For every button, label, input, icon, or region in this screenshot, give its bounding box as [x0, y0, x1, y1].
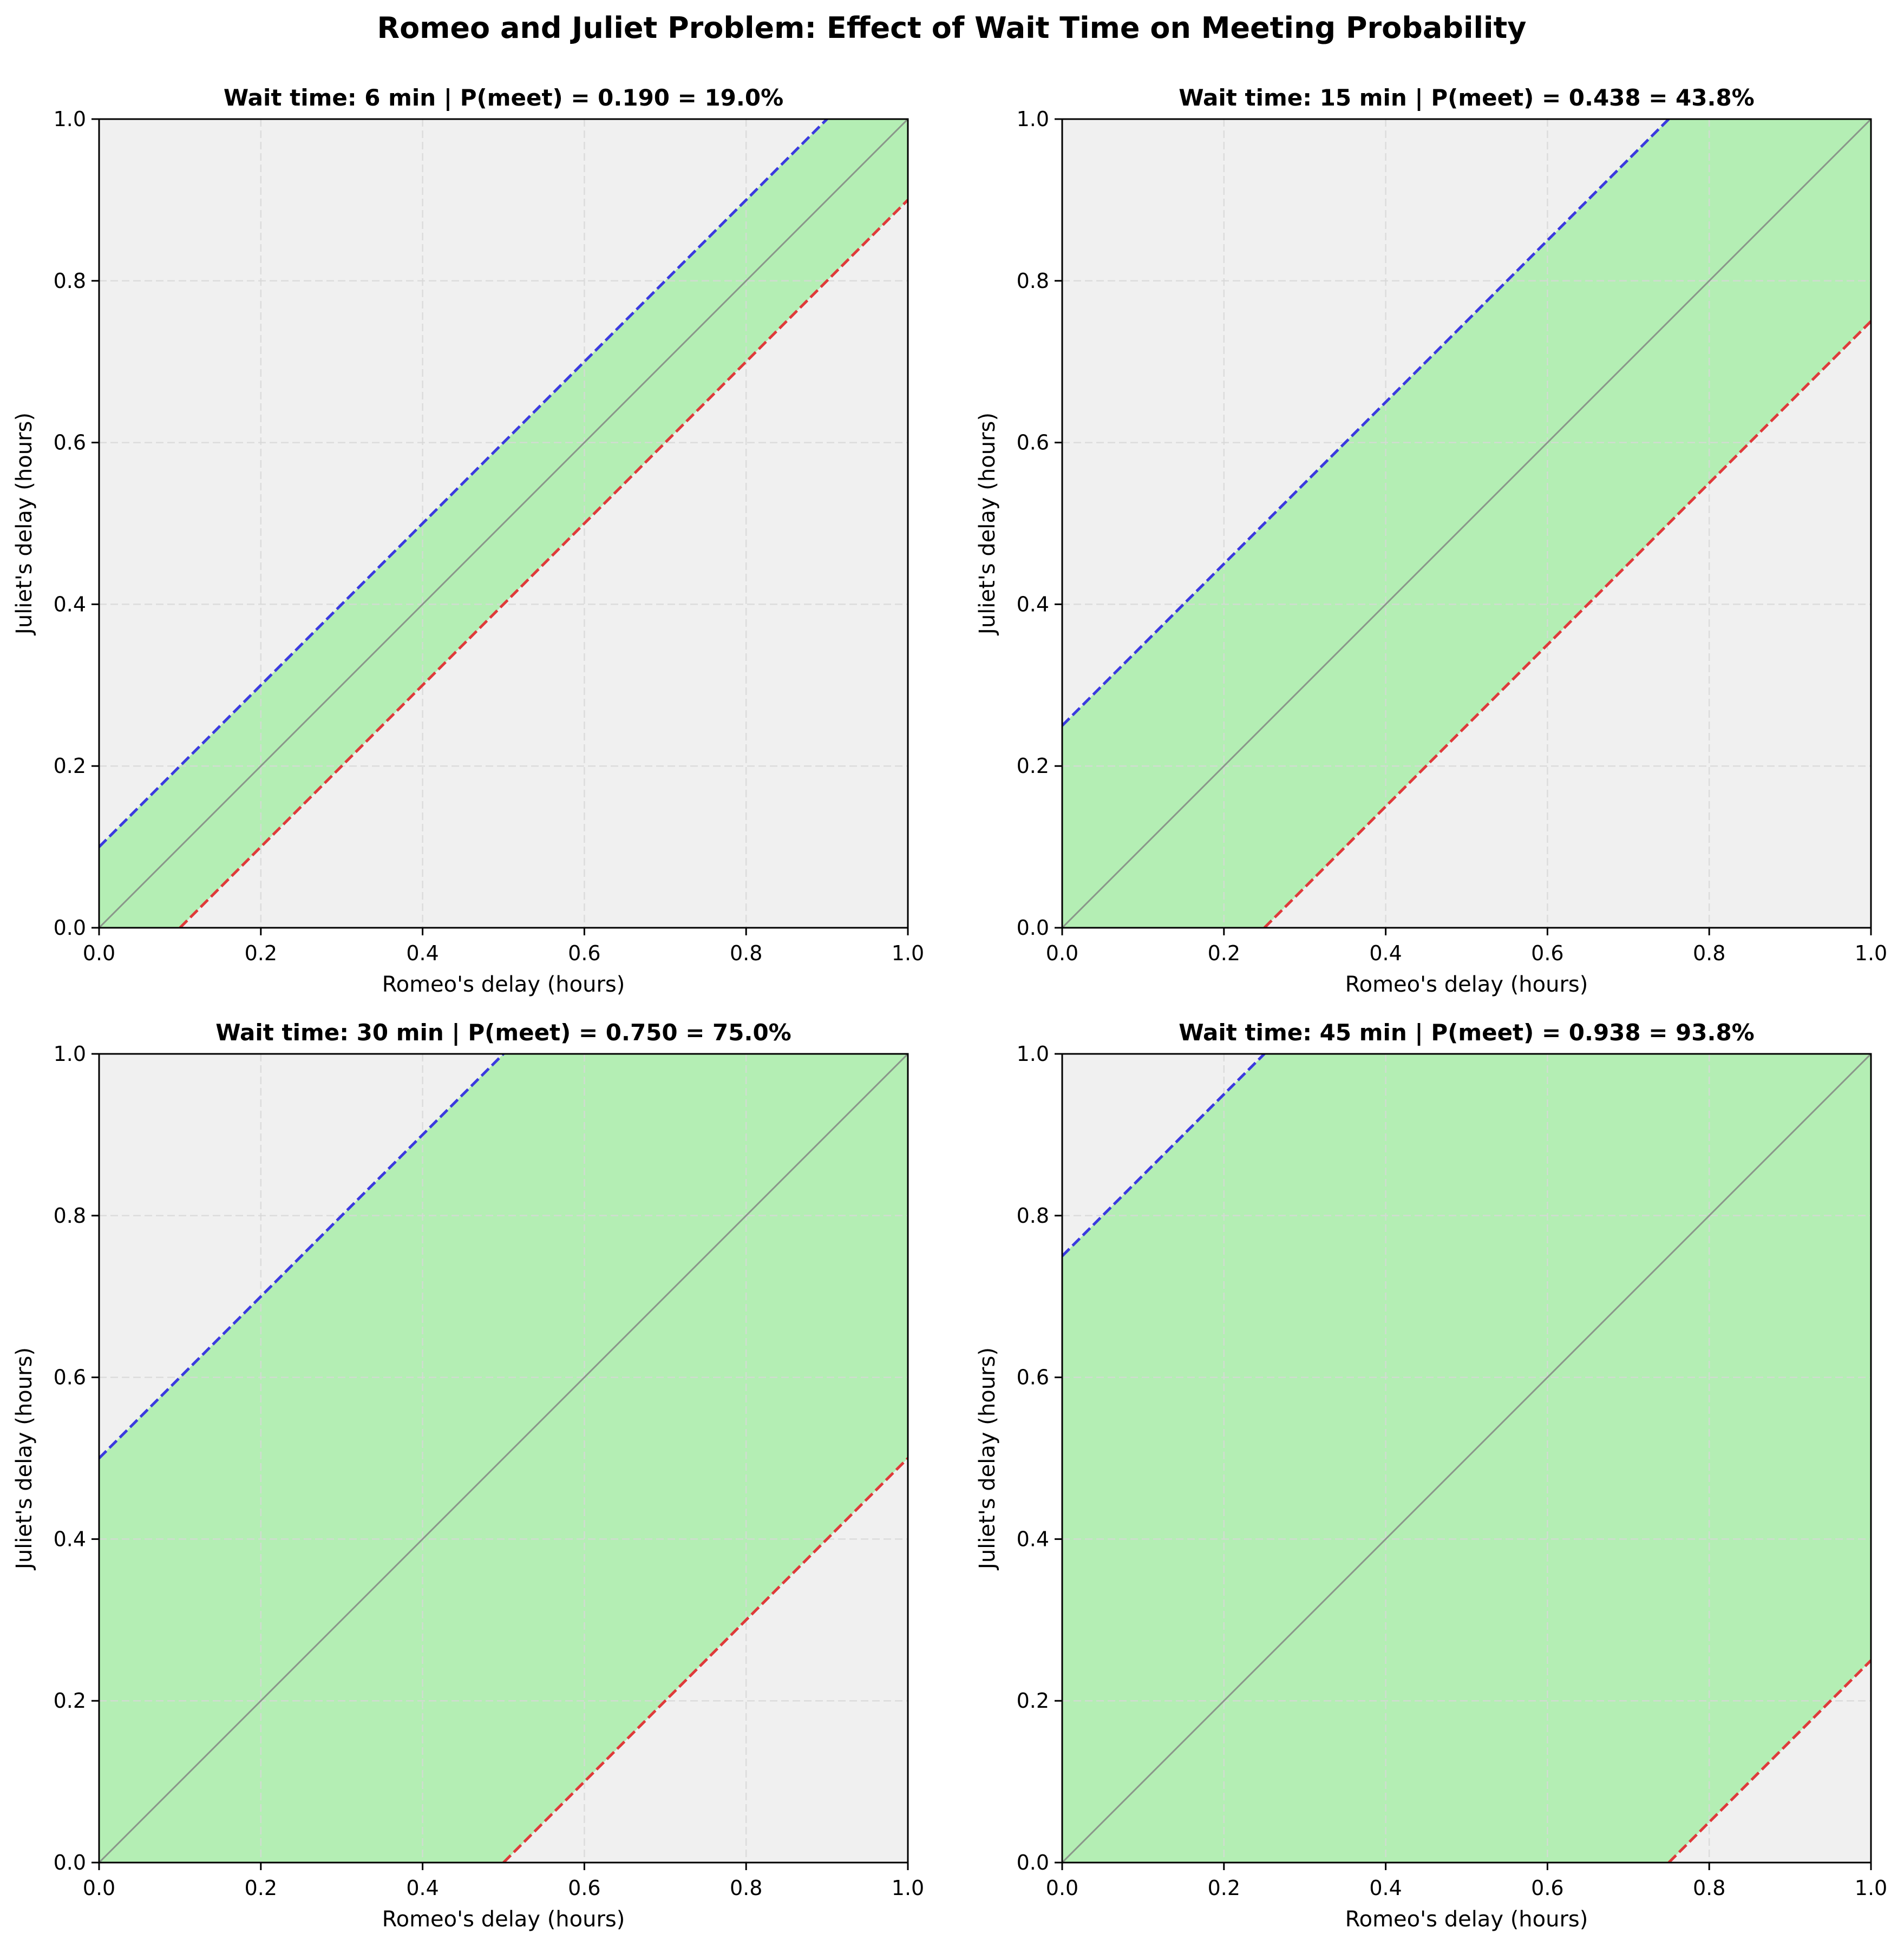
subplot-1: 0.0 0.2 0.4 0.6 0.8 1.0 0.0 0.2 0.4 0.6 0.8 1.0 Rome… — [12, 84, 924, 997]
y-tick-label: 0.8 — [54, 269, 86, 293]
diagonal-line — [1062, 119, 1871, 928]
y-tick-label: 1.0 — [54, 107, 86, 131]
x-tick-label: 0.2 — [245, 941, 277, 965]
x-tick-label: 0.4 — [1369, 1876, 1402, 1900]
x-tick-label: 0.6 — [568, 941, 600, 965]
subplot-title: Wait time: 6 min | P(meet) = 0.190 = 19.… — [224, 84, 783, 111]
y-axis-label: Juliet's delay (hours) — [12, 412, 37, 636]
axes-frame — [1061, 118, 1872, 929]
axes-frame — [1061, 1053, 1872, 1864]
y-tick-label: 0.4 — [1017, 1527, 1049, 1551]
series-group — [99, 119, 908, 928]
upper-boundary-line — [1062, 119, 1670, 727]
y-tick-label: 0.2 — [1017, 754, 1049, 778]
y-tick-label: 0.8 — [1017, 1204, 1049, 1228]
lower-boundary-line — [1667, 1659, 1871, 1863]
x-tick-label: 1.0 — [1855, 1876, 1887, 1900]
lower-boundary-line — [1263, 320, 1871, 928]
x-tick-label: 0.0 — [1046, 941, 1078, 965]
x-axis-label: Romeo's delay (hours) — [1345, 972, 1588, 997]
x-tick-label: 0.8 — [730, 1876, 762, 1900]
diagonal-line — [99, 119, 908, 928]
y-tick-label: 0.2 — [1017, 1689, 1049, 1713]
lower-boundary-line — [502, 1457, 908, 1863]
y-tick-label: 0.4 — [54, 1527, 86, 1551]
x-tick-label: 0.2 — [1208, 1876, 1240, 1900]
y-tick-label: 0.6 — [1017, 431, 1049, 455]
y-tick-label: 1.0 — [54, 1042, 86, 1066]
y-tick-label: 0.8 — [1017, 269, 1049, 293]
y-tick-label: 0.0 — [54, 1851, 86, 1874]
y-axis-label: Juliet's delay (hours) — [975, 1347, 1000, 1571]
x-axis-label: Romeo's delay (hours) — [382, 1907, 625, 1932]
x-axis-label: Romeo's delay (hours) — [1345, 1907, 1588, 1932]
series-group — [1062, 119, 1871, 928]
upper-boundary-line — [99, 119, 828, 848]
series-group — [1062, 1054, 1871, 1863]
x-axis-label: Romeo's delay (hours) — [382, 972, 625, 997]
y-tick-label: 0.2 — [54, 1689, 86, 1713]
x-tick-label: 1.0 — [892, 941, 924, 965]
x-tick-label: 0.4 — [1369, 941, 1402, 965]
subplot-title: Wait time: 45 min | P(meet) = 0.938 = 93… — [1179, 1019, 1755, 1046]
diagonal-line — [99, 1054, 908, 1863]
subplot-4: 0.0 0.2 0.4 0.6 0.8 1.0 0.0 0.2 0.4 0.6 0.8 1.0 Rome… — [975, 1019, 1887, 1932]
y-tick-label: 0.4 — [1017, 592, 1049, 616]
y-tick-label: 0.4 — [54, 592, 86, 616]
x-tick-label: 0.6 — [1531, 941, 1563, 965]
x-tick-label: 0.0 — [1046, 1876, 1078, 1900]
y-tick-label: 1.0 — [1017, 107, 1049, 131]
y-tick-label: 0.8 — [54, 1204, 86, 1228]
subplot-title: Wait time: 30 min | P(meet) = 0.750 = 75… — [215, 1019, 791, 1046]
y-tick-label: 0.0 — [1017, 916, 1049, 940]
axes-frame — [98, 1053, 909, 1864]
x-tick-label: 1.0 — [892, 1876, 924, 1900]
x-tick-label: 0.8 — [1693, 1876, 1725, 1900]
figure-title: Romeo and Juliet Problem: Effect of Wait… — [377, 11, 1526, 45]
y-tick-label: 0.0 — [1017, 1851, 1049, 1874]
x-tick-label: 0.4 — [406, 1876, 439, 1900]
y-axis-label: Juliet's delay (hours) — [975, 412, 1000, 636]
y-tick-label: 1.0 — [1017, 1042, 1049, 1066]
x-tick-label: 0.8 — [730, 941, 762, 965]
x-tick-label: 0.2 — [1208, 941, 1240, 965]
y-tick-label: 0.6 — [54, 1366, 86, 1389]
x-tick-label: 0.4 — [406, 941, 439, 965]
upper-boundary-line — [1062, 1054, 1266, 1257]
x-tick-label: 0.8 — [1693, 941, 1725, 965]
y-axis-label: Juliet's delay (hours) — [12, 1347, 37, 1571]
x-tick-label: 0.6 — [568, 1876, 600, 1900]
x-tick-label: 0.2 — [245, 1876, 277, 1900]
y-tick-label: 0.6 — [54, 431, 86, 455]
x-tick-label: 0.6 — [1531, 1876, 1563, 1900]
subplot-2: 0.0 0.2 0.4 0.6 0.8 1.0 0.0 0.2 0.4 0.6 0.8 1.0 Rome… — [975, 84, 1887, 997]
x-tick-label: 0.0 — [83, 941, 115, 965]
series-group — [99, 1054, 908, 1863]
subplot-title: Wait time: 15 min | P(meet) = 0.438 = 43… — [1179, 84, 1755, 111]
lower-boundary-line — [179, 199, 908, 928]
x-tick-label: 0.0 — [83, 1876, 115, 1900]
diagonal-line — [1062, 1054, 1871, 1863]
y-tick-label: 0.6 — [1017, 1366, 1049, 1389]
y-tick-label: 0.0 — [54, 916, 86, 940]
x-tick-label: 1.0 — [1855, 941, 1887, 965]
subplot-3: 0.0 0.2 0.4 0.6 0.8 1.0 0.0 0.2 0.4 0.6 0.8 1.0 Rome… — [12, 1019, 924, 1932]
y-tick-label: 0.2 — [54, 754, 86, 778]
upper-boundary-line — [99, 1054, 505, 1459]
axes-frame — [98, 118, 909, 929]
